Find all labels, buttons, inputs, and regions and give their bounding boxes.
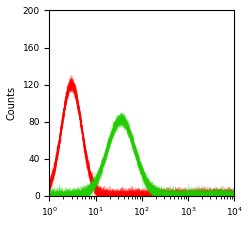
- Y-axis label: Counts: Counts: [7, 86, 17, 120]
